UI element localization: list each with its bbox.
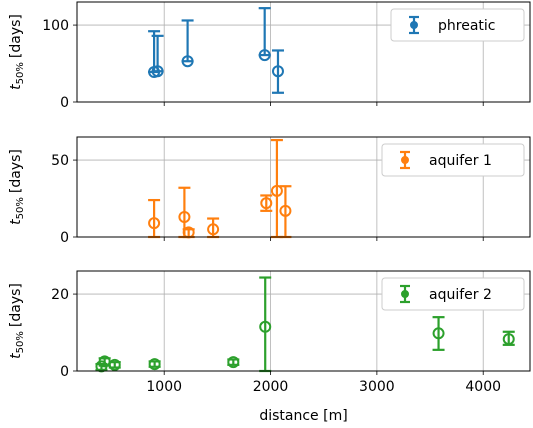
y-tick-label: 0 [60,364,69,380]
y-axis-subscript: 50% [15,331,26,353]
panel-phreatic: 0 100 t50% [days] phreatic [8,1,531,111]
x-tick-label: 4000 [465,379,501,395]
y-tick-label: 0 [60,230,69,246]
x-tick-label: 2000 [253,379,289,395]
data-point [151,65,164,78]
y-axis-label: t50% [days] [8,14,26,90]
data-point [259,320,272,333]
legend-dot [410,21,418,29]
axes-frame [76,270,531,372]
data-point [271,65,284,78]
data-point [227,356,240,369]
data-point [502,333,515,346]
data-point [258,49,271,62]
y-axis-label: t50% [days] [8,283,26,359]
y-axis-symbol: t [8,84,24,90]
legend-marker [409,15,419,35]
y-axis-symbol: t [8,219,24,225]
legend-dot [401,156,409,164]
data-point [279,204,292,217]
legend-entry: aquifer 1 [429,153,492,169]
legend-box [381,277,525,311]
axes-frame [76,1,531,103]
legend: phreatic [390,8,525,42]
y-tick-label: 100 [42,18,69,34]
y-tick-label: 20 [51,287,69,303]
legend-dot [401,290,409,298]
panel-aquifer-1: 0 50 t50% [days] aquifer 1 [8,136,531,246]
axes-frame [76,136,531,238]
x-axis-label: distance [m] [259,408,347,424]
legend: aquifer 1 [381,143,525,177]
x-tick-label: 3000 [359,379,395,395]
legend-box [390,8,525,42]
y-tick-label: 0 [60,95,69,111]
y-axis-subscript: 50% [15,62,26,84]
data-point [260,197,273,210]
data-point [207,223,220,236]
data-point [181,55,194,68]
error-bar [258,7,271,57]
data-point [148,358,161,371]
legend-marker [400,284,410,304]
data-point [108,358,121,371]
legend: aquifer 2 [381,277,525,311]
data-point [432,327,445,340]
legend-box [381,143,525,177]
y-axis-label: t50% [days] [8,149,26,225]
y-axis-symbol: t [8,353,24,359]
y-tick-label: 50 [51,153,69,169]
x-tick-label: 1000 [146,379,182,395]
data-point [178,211,191,223]
error-bar [271,49,284,94]
data-point [270,184,283,197]
legend-entry: aquifer 2 [429,287,492,303]
error-bar [432,316,445,351]
y-axis-unit: [days] [8,149,24,193]
y-axis-subscript: 50% [15,197,26,219]
y-axis-unit: [days] [8,14,24,58]
panel-aquifer-2: 0 20 1000 2000 3000 4000 t50% [days] distance… [8,270,531,424]
error-bar [181,19,194,63]
legend-marker [400,150,410,170]
data-point [148,217,161,230]
legend-entry: phreatic [438,18,495,34]
y-axis-unit: [days] [8,283,24,327]
